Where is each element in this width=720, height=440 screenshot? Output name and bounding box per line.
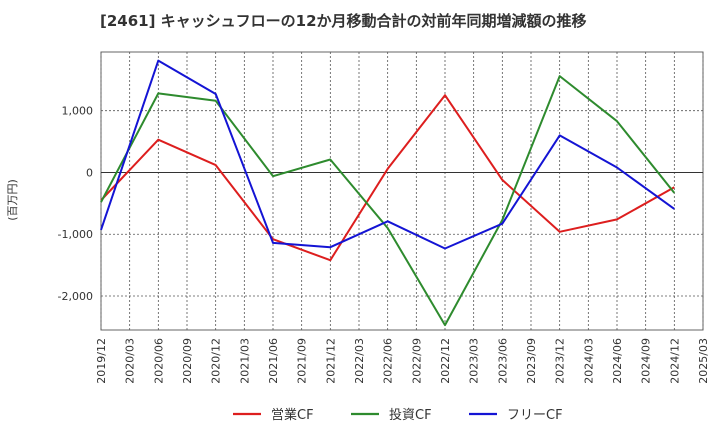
x-tick-label: 2022/09: [410, 338, 423, 384]
y-axis-label: (百万円): [6, 179, 19, 221]
legend-label: 営業CF: [271, 407, 314, 423]
plot-area: [100, 51, 704, 331]
legend: 営業CF 投資CF フリーCF: [233, 407, 563, 423]
x-tick-label: 2024/09: [640, 338, 653, 384]
x-tick-label: 2020/03: [124, 338, 137, 384]
x-tick-label: 2023/12: [554, 338, 567, 384]
y-tick-label: 0: [86, 166, 93, 179]
y-axis: 1,000 0 -1,000 -2,000: [58, 105, 93, 303]
x-tick-label: 2024/12: [668, 338, 681, 384]
x-tick-label: 2020/12: [210, 338, 223, 384]
legend-label: フリーCF: [507, 408, 563, 423]
series-line-フリーCF: [100, 59, 675, 250]
y-tick-label: -2,000: [58, 290, 93, 303]
x-tick-label: 2023/09: [525, 338, 538, 384]
x-tick-label: 2020/09: [181, 338, 194, 384]
y-tick-label: -1,000: [58, 228, 93, 241]
series-lines: [100, 59, 676, 327]
x-tick-label: 2019/12: [95, 338, 108, 384]
x-tick-label: 2024/03: [582, 338, 595, 384]
x-tick-label: 2022/06: [382, 338, 395, 384]
x-tick-label: 2025/03: [697, 338, 710, 384]
x-tick-label: 2021/09: [296, 338, 309, 384]
chart-title: [2461] キャッシュフローの12か月移動合計の対前年同期増減額の推移: [100, 12, 587, 30]
x-tick-label: 2024/06: [611, 338, 624, 384]
x-tick-label: 2022/03: [353, 338, 366, 384]
x-tick-label: 2021/06: [267, 338, 280, 384]
x-tick-label: 2020/06: [152, 338, 165, 384]
x-axis: 2019/12 2020/03 2020/06 2020/09 2020/12 2021/…: [95, 338, 710, 384]
x-tick-label: 2021/03: [238, 338, 251, 384]
x-tick-label: 2023/03: [468, 338, 481, 384]
x-tick-label: 2021/12: [324, 338, 337, 384]
x-tick-label: 2022/12: [439, 338, 452, 384]
series-line-営業CF: [100, 94, 675, 262]
y-tick-label: 1,000: [62, 105, 94, 118]
series-line-投資CF: [100, 75, 676, 327]
legend-label: 投資CF: [389, 407, 432, 423]
x-tick-label: 2023/06: [496, 338, 509, 384]
